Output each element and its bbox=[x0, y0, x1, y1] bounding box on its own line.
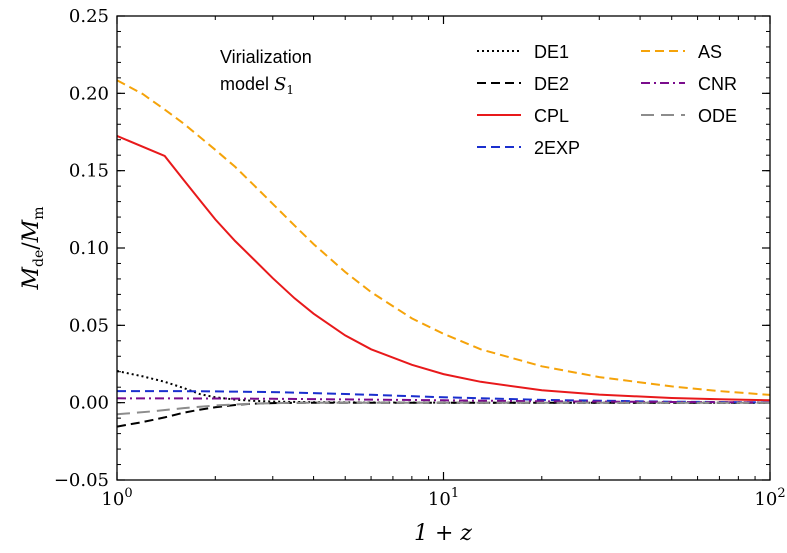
y-tick-label: 0.05 bbox=[69, 315, 109, 336]
legend-label-2exp: 2EXP bbox=[534, 138, 580, 158]
legend-label-as: AS bbox=[698, 42, 722, 62]
legend-label-de1: DE1 bbox=[534, 42, 569, 62]
legend-label-cpl: CPL bbox=[534, 106, 569, 126]
annotation-prefix: model bbox=[220, 74, 274, 94]
y-axis-label: Mde/Mm bbox=[19, 206, 47, 290]
y-label-num-sub: de bbox=[31, 250, 47, 267]
legend-label-ode: ODE bbox=[698, 106, 737, 126]
series-line-cpl bbox=[116, 134, 771, 402]
series-line-de2 bbox=[116, 401, 770, 428]
series-line-ode bbox=[116, 401, 770, 416]
svg-text:Mde/Mm: Mde/Mm bbox=[19, 206, 47, 290]
plot-frame bbox=[116, 15, 771, 481]
x-tick-label: 101 bbox=[428, 486, 459, 510]
annotation-line1: Virialization bbox=[220, 47, 312, 67]
series-line-2exp bbox=[117, 390, 771, 404]
x-axis-label: 1 + z bbox=[414, 521, 472, 546]
y-tick-label: 0.00 bbox=[69, 393, 109, 414]
x-tick-label: 100 bbox=[101, 486, 132, 510]
y-tick-label: 0.10 bbox=[69, 238, 109, 259]
y-tick-label: 0.15 bbox=[69, 161, 109, 182]
y-label-num: M bbox=[19, 267, 44, 291]
y-label-den: M bbox=[19, 219, 44, 243]
annotation-symbol-sub: 1 bbox=[286, 83, 294, 97]
series-line-cnr bbox=[116, 397, 771, 404]
series-layer bbox=[116, 79, 771, 428]
series-line-as bbox=[116, 79, 771, 396]
legend-label-de2: DE2 bbox=[534, 74, 569, 94]
model-annotation: Virialization model S1 bbox=[220, 47, 312, 97]
minor-ticks bbox=[117, 15, 770, 481]
major-ticks: 100 101 102 −0.05 0.00 0.05 0.10 0.15 0.20 0.25 bbox=[54, 6, 786, 510]
x-tick-label: 102 bbox=[754, 486, 785, 510]
y-label-den-sub: m bbox=[31, 206, 47, 219]
y-tick-label: 0.25 bbox=[69, 6, 109, 27]
y-tick-label: 0.20 bbox=[69, 83, 109, 104]
y-tick-label: −0.05 bbox=[54, 470, 109, 491]
legend: DE1 DE2 CPL 2EXP AS CNR ODE bbox=[477, 42, 737, 158]
legend-label-cnr: CNR bbox=[698, 74, 737, 94]
annotation-line2: model S1 bbox=[220, 74, 294, 97]
annotation-symbol: S bbox=[274, 74, 286, 95]
